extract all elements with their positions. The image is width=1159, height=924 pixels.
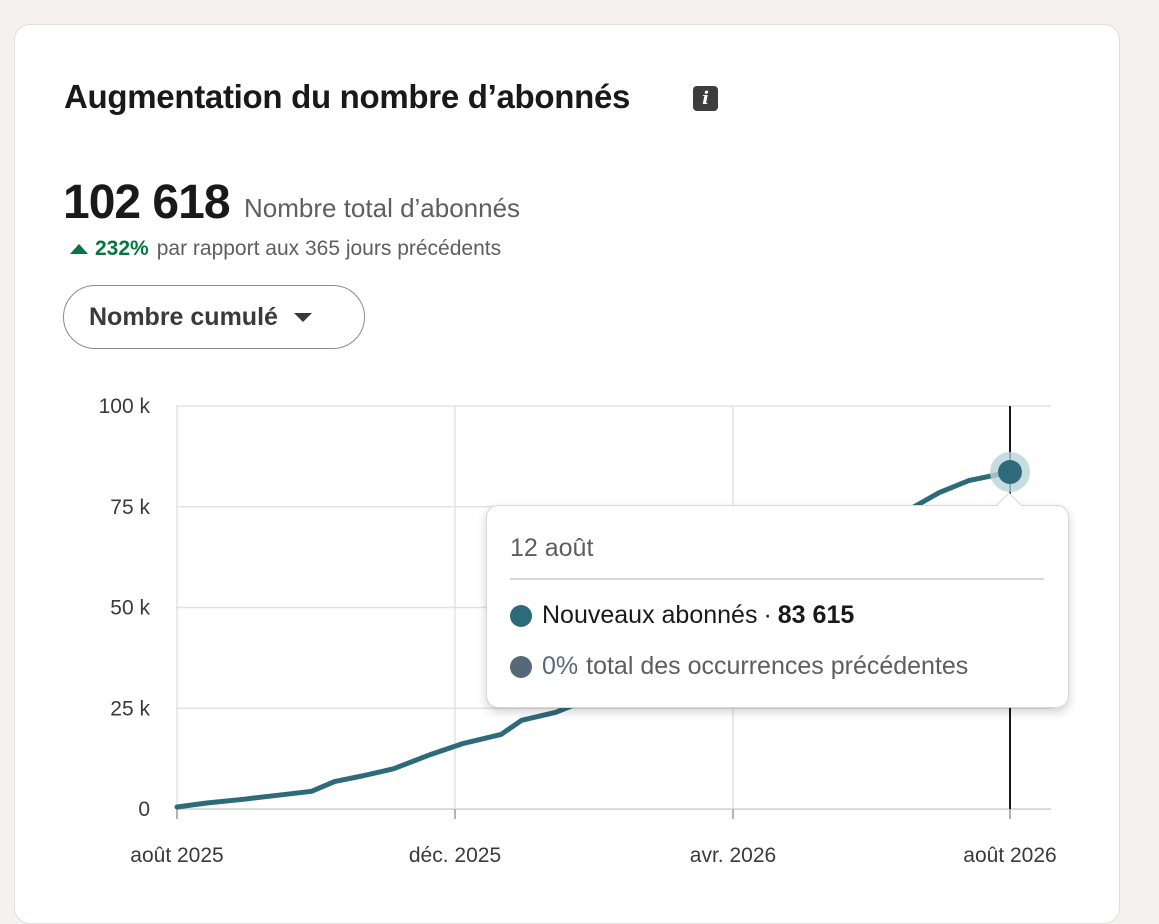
tooltip-date: 12 août	[510, 534, 594, 562]
x-tick-label: avr. 2026	[690, 844, 776, 867]
tooltip-series-value: 83 615	[777, 601, 855, 629]
highlight-point	[998, 460, 1022, 485]
x-tick-label: déc. 2025	[409, 844, 501, 867]
chart-tooltip: 12 août Nouveaux abonnés · 83 615 0% tot…	[486, 492, 1069, 708]
metric-dropdown[interactable]: Nombre cumulé	[63, 285, 365, 349]
growth-delta: 232% par rapport aux 365 jours précédent…	[70, 237, 501, 261]
arrow-up-icon	[70, 244, 88, 254]
y-tick-label: 25 k	[110, 697, 150, 720]
y-tick-label: 75 k	[110, 496, 150, 519]
card-title: Augmentation du nombre d’abonnés	[64, 78, 631, 115]
x-tick-label: août 2026	[963, 844, 1056, 867]
info-icon[interactable]: i	[693, 86, 718, 111]
total-followers-label: Nombre total d’abonnés	[244, 193, 521, 223]
tooltip-divider	[510, 578, 1044, 580]
tooltip-series-row: Nouveaux abonnés · 83 615	[510, 601, 854, 630]
y-tick-label: 0	[138, 798, 150, 821]
delta-description: par rapport aux 365 jours précédents	[156, 237, 502, 260]
tooltip-separator: ·	[763, 601, 772, 629]
y-tick-label: 100 k	[99, 395, 151, 418]
caret-down-icon	[293, 312, 312, 322]
tooltip-series-label: Nouveaux abonnés	[542, 601, 758, 629]
tooltip-compare-percent: 0%	[542, 652, 579, 680]
compare-color-dot	[510, 655, 532, 678]
follower-growth-card	[14, 24, 1120, 924]
tooltip-compare-row: 0% total des occurrences précédentes	[510, 652, 968, 681]
delta-percent: 232%	[95, 237, 149, 260]
series-color-dot	[510, 604, 532, 627]
y-tick-label: 50 k	[110, 597, 150, 620]
follower-chart[interactable]: 0 25 k 50 k 75 k 100 k août 2025 déc. 2025 avr.…	[0, 0, 1159, 904]
dropdown-selected-label: Nombre cumulé	[89, 302, 278, 331]
total-followers-value: 102 618	[63, 176, 231, 229]
tooltip-compare-text: total des occurrences précédentes	[586, 652, 969, 680]
x-tick-label: août 2025	[130, 844, 223, 867]
